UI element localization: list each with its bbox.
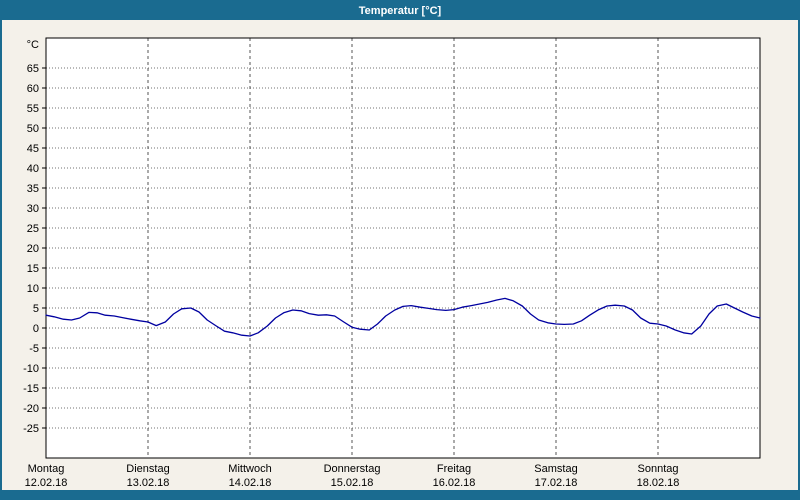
day-date-label: 17.02.18 bbox=[535, 477, 578, 489]
y-tick-label: -5 bbox=[29, 343, 39, 355]
y-tick-label: 15 bbox=[27, 263, 39, 275]
day-name-label: Mittwoch bbox=[228, 463, 271, 475]
y-tick-label: -20 bbox=[23, 403, 39, 415]
y-tick-label: 20 bbox=[27, 243, 39, 255]
day-date-label: 12.02.18 bbox=[25, 477, 68, 489]
y-tick-label: -15 bbox=[23, 383, 39, 395]
y-tick-label: -25 bbox=[23, 423, 39, 435]
y-tick-label: 25 bbox=[27, 223, 39, 235]
plot-border bbox=[45, 37, 761, 459]
day-name-label: Montag bbox=[28, 463, 65, 475]
day-date-label: 14.02.18 bbox=[229, 477, 272, 489]
y-tick-label: 5 bbox=[33, 303, 39, 315]
y-tick-label: 65 bbox=[27, 63, 39, 75]
y-tick-label: 60 bbox=[27, 83, 39, 95]
window-title: Temperatur [°C] bbox=[358, 5, 442, 17]
day-date-label: 13.02.18 bbox=[127, 477, 170, 489]
y-tick-label: -10 bbox=[23, 363, 39, 375]
y-tick-label: 40 bbox=[27, 163, 39, 175]
y-tick-label: 45 bbox=[27, 143, 39, 155]
y-tick-label: 35 bbox=[27, 183, 39, 195]
day-name-label: Samstag bbox=[534, 463, 577, 475]
day-name-label: Donnerstag bbox=[324, 463, 381, 475]
bottom-bar bbox=[2, 490, 798, 498]
day-name-label: Dienstag bbox=[126, 463, 169, 475]
y-axis-unit-label: °C bbox=[27, 39, 39, 51]
y-tick-label: 10 bbox=[27, 283, 39, 295]
y-tick-label: 50 bbox=[27, 123, 39, 135]
day-date-label: 18.02.18 bbox=[637, 477, 680, 489]
day-date-label: 16.02.18 bbox=[433, 477, 476, 489]
y-tick-label: 55 bbox=[27, 103, 39, 115]
temperature-series-line bbox=[45, 297, 761, 337]
title-bar[interactable]: Temperatur [°C] bbox=[2, 2, 798, 20]
chart-container: 65 60 55 50 45 40 35 30 25 20 15 10 5 0 -5 -10 -15 -20 -25… bbox=[2, 20, 798, 490]
day-name-label: Sonntag bbox=[638, 463, 679, 475]
day-date-label: 15.02.18 bbox=[331, 477, 374, 489]
temperature-chart: 65605550454035302520151050-5-10-15-20-25… bbox=[23, 37, 761, 489]
day-name-label: Freitag bbox=[437, 463, 471, 475]
y-tick-label: 0 bbox=[33, 323, 39, 335]
y-tick-label: 30 bbox=[27, 203, 39, 215]
